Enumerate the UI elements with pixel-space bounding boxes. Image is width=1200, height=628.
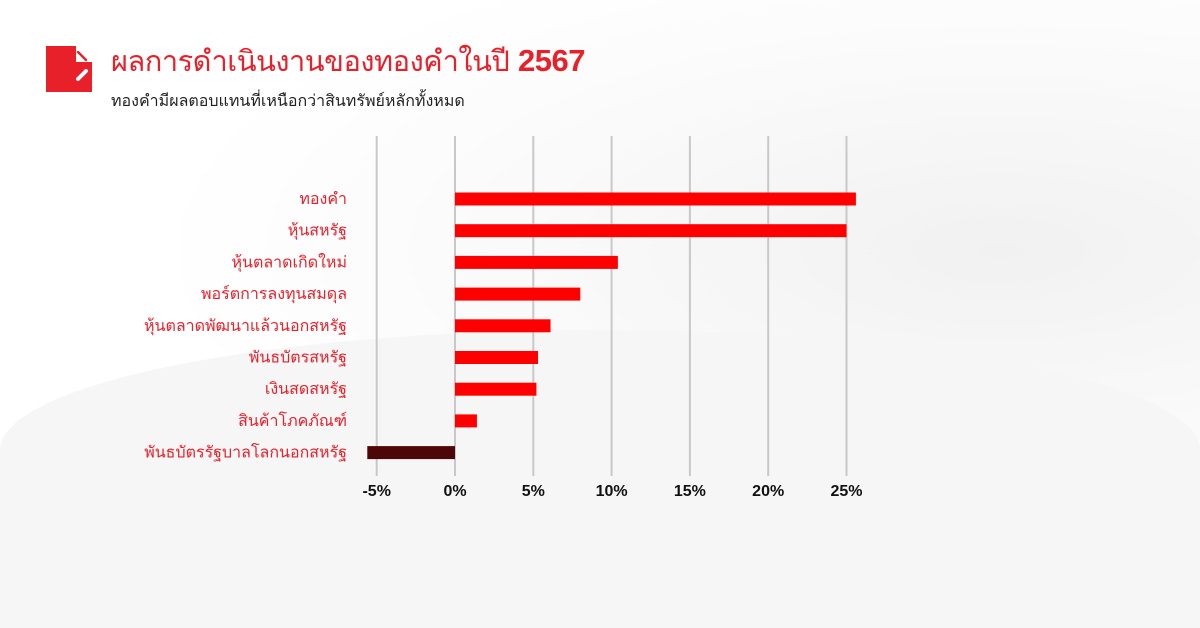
title-year: 2567 bbox=[518, 43, 585, 78]
x-tick-label: 0% bbox=[443, 483, 466, 500]
bar bbox=[455, 414, 477, 428]
page-subtitle: ทองคำมีผลตอบแทนที่เหนือกว่าสินทรัพย์หลัก… bbox=[111, 91, 465, 110]
category-label: หุ้นตลาดพัฒนาแล้วนอกสหรัฐ bbox=[144, 316, 347, 336]
bar bbox=[455, 351, 538, 364]
x-tick-label: 5% bbox=[522, 483, 545, 500]
bar bbox=[455, 224, 847, 238]
brand-logo-icon bbox=[46, 46, 92, 92]
bar bbox=[367, 446, 455, 460]
bar bbox=[455, 319, 551, 333]
category-label: พันธบัตรสหรัฐ bbox=[249, 348, 347, 367]
bar bbox=[455, 192, 856, 206]
category-label: ทองคำ bbox=[299, 189, 347, 208]
category-label: พันธบัตรรัฐบาลโลกนอกสหรัฐ bbox=[144, 443, 347, 462]
bar bbox=[455, 382, 537, 396]
category-label: เงินสดสหรัฐ bbox=[265, 379, 347, 398]
title-text: ผลการดำเนินงานของทองคำในปี bbox=[111, 44, 510, 78]
x-tick-label: 20% bbox=[752, 483, 784, 500]
bar bbox=[455, 255, 618, 269]
background-wave bbox=[0, 330, 1200, 628]
category-label: หุ้นสหรัฐ bbox=[288, 221, 347, 241]
x-tick-label: 25% bbox=[830, 483, 862, 500]
page-title: ผลการดำเนินงานของทองคำในปี 2567 bbox=[111, 38, 585, 84]
category-label: สินค้าโภคภัณฑ์ bbox=[238, 411, 347, 430]
category-label: พอร์ตการลงทุนสมดุล bbox=[201, 284, 347, 304]
category-label: หุ้นตลาดเกิดใหม่ bbox=[231, 252, 347, 272]
x-tick-label: 15% bbox=[674, 483, 706, 500]
x-tick-label: -5% bbox=[362, 483, 390, 500]
x-tick-label: 10% bbox=[596, 483, 628, 500]
bar bbox=[455, 287, 581, 301]
